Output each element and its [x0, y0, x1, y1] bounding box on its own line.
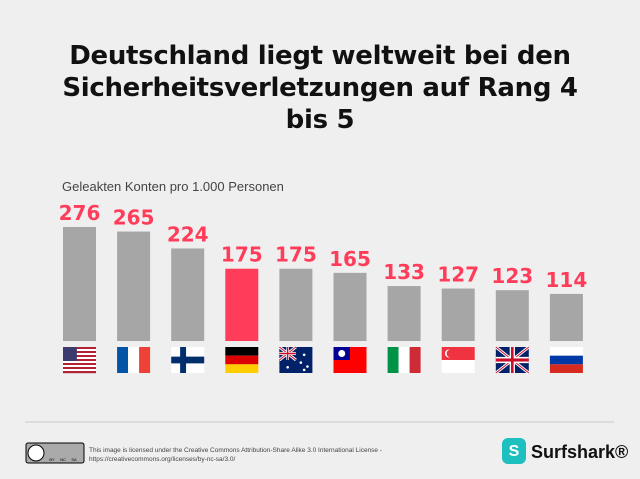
flag-part [63, 347, 96, 350]
chart-title: Deutschland liegt weltweit bei den Siche… [62, 41, 578, 135]
flag-part [225, 347, 259, 356]
flag-part [302, 353, 306, 357]
badge-label: NC [60, 457, 66, 462]
flag-part [495, 358, 529, 362]
bar [279, 268, 313, 341]
bar [549, 293, 583, 341]
flag-part [549, 364, 583, 373]
flag-part [409, 347, 421, 373]
flag-part [63, 365, 96, 368]
cc-icon [27, 444, 45, 462]
flag-part [63, 349, 96, 352]
value-label: 265 [113, 206, 155, 230]
flag-part [63, 357, 96, 360]
flag-part [286, 365, 289, 369]
value-label: 165 [329, 247, 371, 271]
flag-part [180, 347, 187, 373]
flag-part [63, 363, 96, 366]
flag-part [63, 351, 96, 354]
flag-part [63, 353, 96, 356]
flag-part [549, 347, 583, 356]
bar [333, 272, 367, 341]
flag-part [387, 347, 399, 373]
flag-part [302, 368, 306, 372]
value-label: 123 [491, 264, 533, 288]
flag-part [63, 371, 96, 374]
bar [117, 231, 151, 341]
value-label: 175 [221, 243, 263, 267]
flag-part [225, 355, 259, 365]
bar [63, 227, 96, 341]
bar [225, 268, 259, 341]
flag-part [63, 359, 96, 362]
brand-logo [502, 438, 526, 464]
flag-part [441, 360, 475, 373]
flag-part [63, 369, 96, 372]
subtitle: Geleakten Konten pro 1.000 Personen [62, 179, 284, 194]
flag-part [171, 356, 205, 364]
value-label: 114 [546, 268, 588, 292]
flag-part [446, 349, 455, 358]
flag-part [139, 347, 151, 373]
flag-part [398, 347, 410, 373]
license-text: This image is licensed under the Creativ… [89, 447, 383, 463]
flag-part [63, 361, 96, 364]
flag-part [63, 347, 77, 361]
value-label: 127 [437, 263, 479, 287]
flag-part [338, 350, 346, 357]
flag-part [279, 352, 296, 355]
flag-part [299, 361, 303, 364]
flag-part [549, 355, 583, 365]
flag-part [117, 347, 129, 373]
badge-label: SA [71, 457, 77, 462]
flag-part [306, 365, 309, 368]
value-label: 175 [275, 243, 317, 267]
flag-part [225, 364, 259, 373]
value-label: 224 [167, 222, 209, 246]
bar [387, 286, 421, 341]
value-label: 133 [383, 260, 425, 284]
bar [441, 288, 475, 341]
flag-part [63, 355, 96, 358]
bar [171, 248, 205, 341]
value-label: 276 [59, 201, 101, 225]
badge-label: BY [49, 457, 55, 462]
bar [495, 290, 529, 341]
flag-part [63, 367, 96, 370]
brand: Surfshark® [531, 442, 628, 462]
flag-part [128, 347, 140, 373]
brand-logo-letter: S [509, 443, 520, 460]
